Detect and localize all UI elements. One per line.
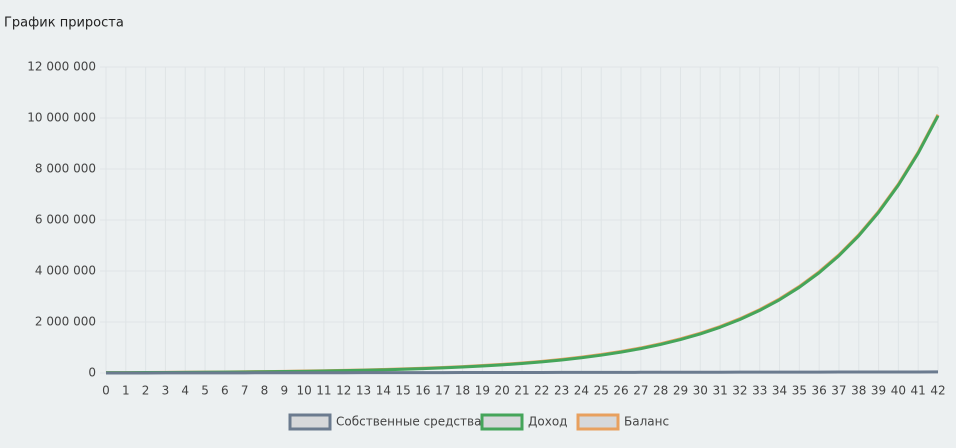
y-tick-label: 0 <box>88 366 96 380</box>
x-tick-label: 29 <box>673 384 688 398</box>
legend-item: Собственные средства <box>288 413 481 431</box>
y-tick-label: 10 000 000 <box>27 111 96 125</box>
x-tick-label: 39 <box>871 384 886 398</box>
x-tick-label: 19 <box>475 384 490 398</box>
x-tick-label: 13 <box>356 384 371 398</box>
x-tick-label: 22 <box>534 384 549 398</box>
x-tick-label: 11 <box>316 384 331 398</box>
x-tick-label: 1 <box>122 384 130 398</box>
x-tick-label: 8 <box>261 384 269 398</box>
y-tick-label: 12 000 000 <box>27 60 96 74</box>
x-tick-label: 6 <box>221 384 229 398</box>
legend-item: Доход <box>480 413 567 431</box>
x-tick-label: 41 <box>911 384 926 398</box>
x-tick-label: 15 <box>396 384 411 398</box>
chart-title: График прироста <box>4 16 124 31</box>
x-tick-label: 36 <box>812 384 827 398</box>
x-tick-label: 12 <box>336 384 351 398</box>
legend-label: Баланс <box>624 415 669 429</box>
x-tick-label: 32 <box>732 384 747 398</box>
x-tick-label: 7 <box>241 384 249 398</box>
x-tick-label: 9 <box>280 384 288 398</box>
legend-swatch <box>480 413 524 431</box>
x-tick-label: 31 <box>712 384 727 398</box>
x-tick-label: 14 <box>376 384 391 398</box>
y-tick-label: 2 000 000 <box>35 315 96 329</box>
x-tick-label: 25 <box>594 384 609 398</box>
x-tick-label: 3 <box>162 384 170 398</box>
x-tick-label: 42 <box>930 384 945 398</box>
legend-swatch <box>288 413 332 431</box>
x-tick-label: 0 <box>102 384 110 398</box>
x-tick-label: 28 <box>653 384 668 398</box>
x-tick-label: 16 <box>415 384 430 398</box>
y-tick-label: 6 000 000 <box>35 213 96 227</box>
legend-item: Баланс <box>576 413 669 431</box>
legend-swatch <box>576 413 620 431</box>
x-tick-label: 35 <box>792 384 807 398</box>
x-tick-label: 26 <box>613 384 628 398</box>
x-tick-label: 33 <box>752 384 767 398</box>
x-tick-label: 18 <box>455 384 470 398</box>
x-tick-label: 17 <box>435 384 450 398</box>
x-tick-label: 24 <box>574 384 589 398</box>
x-tick-label: 37 <box>831 384 846 398</box>
x-tick-label: 21 <box>514 384 529 398</box>
x-tick-label: 2 <box>142 384 150 398</box>
y-tick-label: 4 000 000 <box>35 264 96 278</box>
x-tick-label: 10 <box>296 384 311 398</box>
x-tick-label: 40 <box>891 384 906 398</box>
x-tick-label: 30 <box>693 384 708 398</box>
series-line <box>105 370 939 375</box>
legend-label: Собственные средства <box>336 415 481 429</box>
x-tick-label: 27 <box>633 384 648 398</box>
x-tick-label: 23 <box>554 384 569 398</box>
x-tick-label: 20 <box>495 384 510 398</box>
x-tick-label: 4 <box>181 384 189 398</box>
x-tick-label: 5 <box>201 384 209 398</box>
x-tick-label: 38 <box>851 384 866 398</box>
legend-label: Доход <box>528 415 567 429</box>
y-tick-label: 8 000 000 <box>35 162 96 176</box>
x-tick-label: 34 <box>772 384 787 398</box>
